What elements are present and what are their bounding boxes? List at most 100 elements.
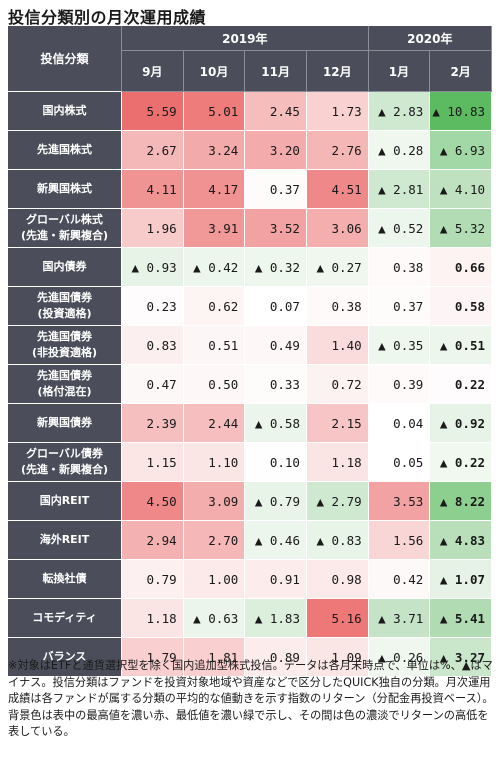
row-category-line: グローバル株式 bbox=[26, 213, 103, 226]
return-cell: ▲ 1.07 bbox=[430, 560, 492, 599]
row-category-label: 先進国債券 (格付混在) bbox=[8, 365, 122, 404]
row-category-line: コモディティ bbox=[32, 611, 97, 624]
return-cell: 0.07 bbox=[245, 287, 307, 326]
return-cell: 1.79 bbox=[122, 638, 184, 677]
return-cell: ▲ 2.79 bbox=[306, 482, 369, 521]
row-category-line: 先進国株式 bbox=[37, 143, 92, 156]
return-cell: 0.66 bbox=[430, 248, 492, 287]
return-cell: ▲ 0.93 bbox=[122, 248, 184, 287]
return-cell: 2.76 bbox=[306, 131, 369, 170]
return-cell: 0.89 bbox=[245, 638, 307, 677]
row-category-label: バランス bbox=[8, 638, 122, 677]
table-row: 先進国株式 2.67 3.24 3.20 2.76 ▲ 0.28 ▲ 6.93 bbox=[8, 131, 492, 170]
return-cell: 5.16 bbox=[306, 599, 369, 638]
return-cell: 4.50 bbox=[122, 482, 184, 521]
row-category-line: 先進国債券 bbox=[37, 291, 92, 304]
return-cell: ▲ 10.83 bbox=[430, 92, 492, 131]
return-cell: ▲ 4.10 bbox=[430, 170, 492, 209]
return-cell: ▲ 3.71 bbox=[368, 599, 431, 638]
footnote: ※対象はETFと通貨選択型を除く国内追加型株式投信。データは各月末時点で、単位は… bbox=[8, 659, 494, 738]
row-category-label: 先進国債券 (投資適格) bbox=[8, 287, 122, 326]
row-category-line: バランス bbox=[42, 650, 87, 663]
row-category-line: (格付混在) bbox=[37, 385, 92, 398]
row-category-line: (非投資適格) bbox=[31, 346, 98, 359]
return-cell: 0.49 bbox=[245, 326, 307, 365]
return-cell: 5.59 bbox=[122, 92, 184, 131]
return-cell: 0.37 bbox=[245, 170, 307, 209]
return-cell: 2.45 bbox=[245, 92, 307, 131]
return-cell: 0.38 bbox=[368, 248, 431, 287]
table-row: 国内株式 5.59 5.01 2.45 1.73 ▲ 2.83 ▲ 10.83 bbox=[8, 92, 492, 131]
row-category-label: グローバル株式 (先進・新興複合) bbox=[8, 209, 122, 248]
return-cell: ▲ 0.26 bbox=[368, 638, 431, 677]
return-cell: 3.91 bbox=[183, 209, 246, 248]
return-cell: ▲ 0.51 bbox=[430, 326, 492, 365]
row-category-line: (先進・新興複合) bbox=[20, 463, 109, 476]
return-cell: 1.15 bbox=[122, 443, 184, 482]
table-row: 先進国債券 (投資適格) 0.23 0.62 0.07 0.38 0.37 0.58 bbox=[8, 287, 492, 326]
row-category-label: 国内株式 bbox=[8, 92, 122, 131]
return-cell: 0.58 bbox=[430, 287, 492, 326]
month-header: 11月 bbox=[245, 51, 307, 92]
return-cell: 0.47 bbox=[122, 365, 184, 404]
category-column-header: 投信分類 bbox=[8, 26, 122, 92]
return-cell: ▲ 0.42 bbox=[183, 248, 246, 287]
return-cell: ▲ 1.83 bbox=[245, 599, 307, 638]
return-cell: ▲ 2.83 bbox=[368, 92, 431, 131]
return-cell: ▲ 0.22 bbox=[430, 443, 492, 482]
return-cell: 1.40 bbox=[306, 326, 369, 365]
month-header: 10月 bbox=[183, 51, 246, 92]
return-cell: 3.24 bbox=[183, 131, 246, 170]
return-cell: 1.81 bbox=[183, 638, 246, 677]
year-header-2019: 2019年 bbox=[122, 26, 369, 51]
table-row: グローバル株式 (先進・新興複合) 1.96 3.91 3.52 3.06 ▲ 0.52 ▲ … bbox=[8, 209, 492, 248]
table-body: 国内株式 5.59 5.01 2.45 1.73 ▲ 2.83 ▲ 10.83 先進国株式 2.… bbox=[8, 92, 492, 677]
return-cell: 0.10 bbox=[245, 443, 307, 482]
return-cell: 1.18 bbox=[122, 599, 184, 638]
row-category-line: 国内株式 bbox=[42, 104, 87, 117]
row-category-line: 転換社債 bbox=[42, 572, 87, 585]
row-category-line: 海外REIT bbox=[39, 533, 90, 546]
return-cell: 0.62 bbox=[183, 287, 246, 326]
return-cell: 0.04 bbox=[368, 404, 431, 443]
table-row: 新興国株式 4.11 4.17 0.37 4.51 ▲ 2.81 ▲ 4.10 bbox=[8, 170, 492, 209]
row-category-line: 新興国株式 bbox=[37, 182, 92, 195]
row-category-label: 先進国債券 (非投資適格) bbox=[8, 326, 122, 365]
return-cell: 3.53 bbox=[368, 482, 431, 521]
return-cell: 1.09 bbox=[306, 638, 369, 677]
row-category-line: 新興国債券 bbox=[37, 416, 92, 429]
table-row: グローバル債券 (先進・新興複合) 1.15 1.10 0.10 1.18 0.05 ▲ 0.… bbox=[8, 443, 492, 482]
table-row: 国内債券 ▲ 0.93 ▲ 0.42 ▲ 0.32 ▲ 0.27 0.38 0.66 bbox=[8, 248, 492, 287]
return-cell: 0.39 bbox=[368, 365, 431, 404]
table-row: バランス 1.79 1.81 0.89 1.09 ▲ 0.26 ▲ 3.27 bbox=[8, 638, 492, 677]
return-cell: 2.44 bbox=[183, 404, 246, 443]
return-cell: 2.39 bbox=[122, 404, 184, 443]
table-row: 先進国債券 (格付混在) 0.47 0.50 0.33 0.72 0.39 0.22 bbox=[8, 365, 492, 404]
row-category-label: 新興国債券 bbox=[8, 404, 122, 443]
return-cell: 4.17 bbox=[183, 170, 246, 209]
return-cell: 1.96 bbox=[122, 209, 184, 248]
return-cell: ▲ 0.92 bbox=[430, 404, 492, 443]
return-cell: ▲ 6.93 bbox=[430, 131, 492, 170]
return-cell: ▲ 5.41 bbox=[430, 599, 492, 638]
year-header-row: 投信分類 2019年 2020年 bbox=[8, 26, 492, 92]
return-cell: 0.22 bbox=[430, 365, 492, 404]
return-cell: 1.10 bbox=[183, 443, 246, 482]
return-cell: 0.91 bbox=[245, 560, 307, 599]
table-row: 新興国債券 2.39 2.44 ▲ 0.58 2.15 0.04 ▲ 0.92 bbox=[8, 404, 492, 443]
return-cell: 0.50 bbox=[183, 365, 246, 404]
table-row: コモディティ 1.18 ▲ 0.63 ▲ 1.83 5.16 ▲ 3.71 ▲ 5.41 bbox=[8, 599, 492, 638]
return-cell: ▲ 0.32 bbox=[245, 248, 307, 287]
return-cell: 0.37 bbox=[368, 287, 431, 326]
row-category-label: 転換社債 bbox=[8, 560, 122, 599]
return-cell: 2.67 bbox=[122, 131, 184, 170]
row-category-line: (投資適格) bbox=[37, 307, 92, 320]
return-cell: 3.52 bbox=[245, 209, 307, 248]
return-cell: 3.20 bbox=[245, 131, 307, 170]
return-cell: 4.51 bbox=[306, 170, 369, 209]
return-cell: 0.98 bbox=[306, 560, 369, 599]
return-cell: 0.79 bbox=[122, 560, 184, 599]
row-category-label: グローバル債券 (先進・新興複合) bbox=[8, 443, 122, 482]
returns-table-container: 投信分類 2019年 2020年 9月 10月 11月 12月 1月 2月 国内株式 5.5… bbox=[8, 26, 492, 677]
row-category-label: 先進国株式 bbox=[8, 131, 122, 170]
